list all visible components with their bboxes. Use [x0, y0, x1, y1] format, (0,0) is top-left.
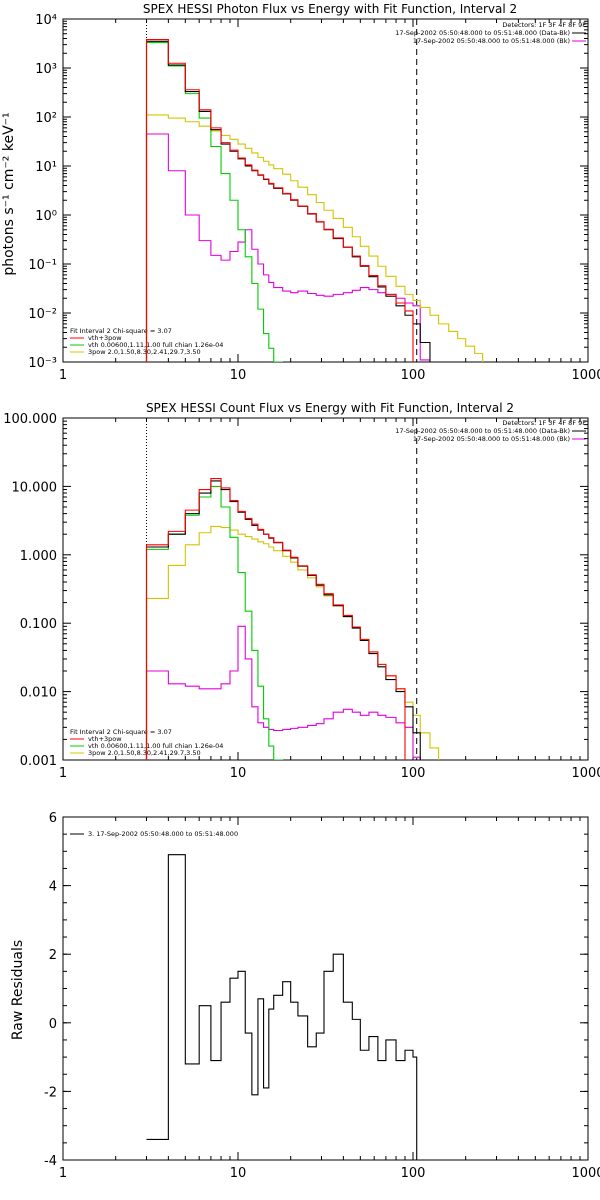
header-line-detectors: Detectors: 1F 3F 4F 8F 9F: [502, 419, 586, 427]
legend-vth-3pow: vth+3pow: [88, 334, 122, 342]
legend-vth: vth 0.00600,1.11,1.00 full chian 1.26e-0…: [88, 742, 223, 750]
y-tick-label: 10⁻²: [28, 307, 57, 322]
y-tick-label: 10.000: [12, 480, 58, 495]
y-tick-label: 0.010: [20, 686, 57, 701]
plot-frame: [62, 18, 589, 363]
series-vth-3pow: [145, 478, 406, 760]
y-tick-label: 2: [49, 948, 57, 963]
y-tick-label: 10¹: [35, 160, 57, 175]
x-tick-label: 10: [230, 1166, 247, 1181]
y-tick-label: -2: [44, 1085, 57, 1100]
count-flux-panel: SPEX HESSI Count Flux vs Energy with Fit…: [3, 401, 600, 781]
x-tick-label: 100: [401, 1166, 426, 1181]
x-tick-label: 1: [59, 1166, 67, 1181]
header-line-detectors: Detectors: 1F 3F 4F 8F 9F: [502, 21, 586, 29]
header-line-bk: 17-Sep-2002 05:50:48.000 to 05:51:48.000…: [413, 435, 570, 443]
y-tick-label: 4: [49, 880, 57, 895]
legend-residual-interval: 3. 17-Sep-2002 05:50:48.000 to 05:51:48.…: [88, 830, 238, 838]
series-layer: [145, 478, 440, 760]
y-tick-label: 6: [49, 811, 57, 826]
x-tick-label: 1: [59, 368, 67, 383]
x-tick-label: 100: [401, 368, 426, 383]
y-tick-label: 0.100: [20, 617, 57, 632]
y-tick-label: 10⁻³: [28, 356, 57, 371]
photon-flux-panel: SPEX HESSI Photon Flux vs Energy with Fi…: [1, 2, 600, 383]
count-flux-title: SPEX HESSI Count Flux vs Energy with Fit…: [146, 401, 514, 415]
photon-flux-title: SPEX HESSI Photon Flux vs Energy with Fi…: [143, 2, 517, 16]
legend-vth-3pow: vth+3pow: [88, 735, 122, 743]
x-tick-label: 10: [230, 368, 247, 383]
plot-frame: [62, 417, 589, 761]
count-flux-header: Detectors: 1F 3F 4F 8F 9F 17-Sep-2002 05…: [395, 419, 586, 443]
x-tick-label: 1: [59, 766, 67, 781]
x-tick-label: 100: [401, 766, 426, 781]
series-layer: [145, 39, 484, 362]
y-tick-label: -4: [44, 1154, 57, 1169]
residuals-panel: Raw Residuals 3. 17-Sep-2002 05:50:48.00…: [10, 811, 600, 1181]
y-tick-label: 10²: [35, 111, 57, 126]
y-tick-label: 10³: [35, 62, 57, 77]
x-tick-label: 10: [230, 766, 247, 781]
residuals-legend: 3. 17-Sep-2002 05:50:48.000 to 05:51:48.…: [70, 830, 238, 838]
y-tick-label: 1.000: [20, 549, 57, 564]
legend-chi-square: Fit Interval 2 Chi-square = 3.07: [70, 327, 172, 335]
y-tick-label: 0: [49, 1017, 57, 1032]
header-line-data-bk: 17-Sep-2002 05:50:48.000 to 05:51:48.000…: [395, 29, 570, 37]
photon-flux-y-axis-label: photons s⁻¹ cm⁻² keV⁻¹: [1, 112, 17, 275]
count-flux-legend: Fit Interval 2 Chi-square = 3.07 vth+3po…: [70, 728, 223, 757]
legend-chi-square: Fit Interval 2 Chi-square = 3.07: [70, 728, 172, 736]
header-line-data-bk: 17-Sep-2002 05:50:48.000 to 05:51:48.000…: [395, 427, 570, 435]
y-tick-label: 0.001: [20, 754, 57, 769]
series-3pow: [145, 114, 484, 362]
series-vth: [145, 42, 284, 362]
plot-frame: [62, 816, 589, 1161]
y-tick-label: 10⁰: [35, 209, 57, 224]
photon-flux-legend: Fit Interval 2 Chi-square = 3.07 vth+3po…: [70, 327, 223, 356]
series-vth-3pow: [145, 39, 414, 362]
residuals-y-axis-label: Raw Residuals: [10, 940, 26, 1040]
legend-3pow: 3pow 2.0,1.50,8.30,2.41,29.7,3.50: [88, 749, 201, 757]
series-data: [146, 854, 418, 1160]
header-line-bk: 17-Sep-2002 05:50:48.000 to 05:51:48.000…: [413, 37, 570, 45]
y-tick-label: 10⁴: [35, 13, 57, 28]
photon-flux-header: Detectors: 1F 3F 4F 8F 9F 17-Sep-2002 05…: [395, 21, 586, 45]
series-layer: [146, 854, 418, 1160]
legend-3pow: 3pow 2.0,1.50,8.30,2.41,29.7,3.50: [88, 348, 201, 356]
y-tick-label: 100.000: [3, 412, 57, 427]
series-bk: [145, 625, 421, 760]
y-tick-label: 10⁻¹: [28, 258, 57, 273]
legend-vth: vth 0.00600,1.11,1.00 full chian 1.26e-0…: [88, 341, 223, 349]
